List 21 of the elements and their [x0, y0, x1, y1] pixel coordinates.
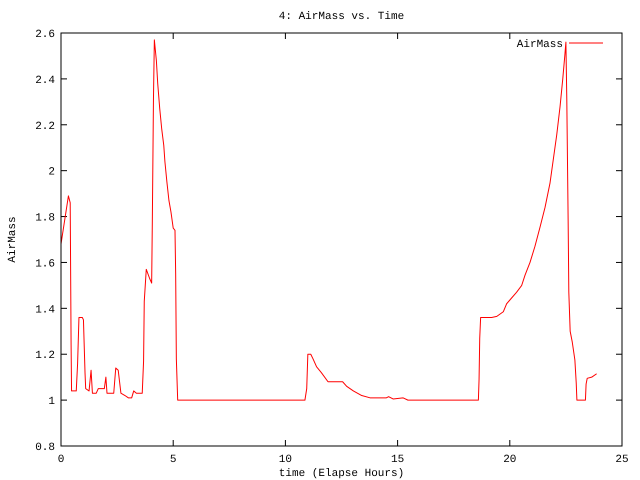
y-axis-title: AirMass	[7, 216, 19, 263]
y-tick-label: 1.4	[35, 304, 56, 316]
x-tick-label: 5	[170, 454, 177, 466]
y-tick-label: 2.4	[35, 74, 56, 87]
x-tick-label: 20	[503, 454, 516, 466]
line-series	[60, 39, 598, 401]
legend-label: AirMass	[516, 39, 563, 51]
y-tick-label: 2.2	[35, 120, 55, 133]
y-tick-label: 2.6	[35, 29, 55, 41]
x-tick-label: 0	[58, 454, 64, 466]
y-tick-label: 1.2	[35, 350, 55, 362]
y-tick-label: 2	[48, 166, 55, 179]
y-tick-label: 1.6	[35, 258, 55, 270]
x-tick-label: 10	[278, 454, 292, 466]
x-tick-label: 15	[391, 454, 404, 466]
x-axis-title: time (Elapse Hours)	[278, 468, 404, 480]
x-tick-label: 25	[615, 454, 629, 466]
y-tick-label: 0.8	[35, 442, 55, 454]
y-tick-label: 1	[48, 396, 56, 408]
y-tick-label: 1.8	[35, 212, 55, 225]
chart-title: 4: AirMass vs. Time	[278, 11, 404, 23]
